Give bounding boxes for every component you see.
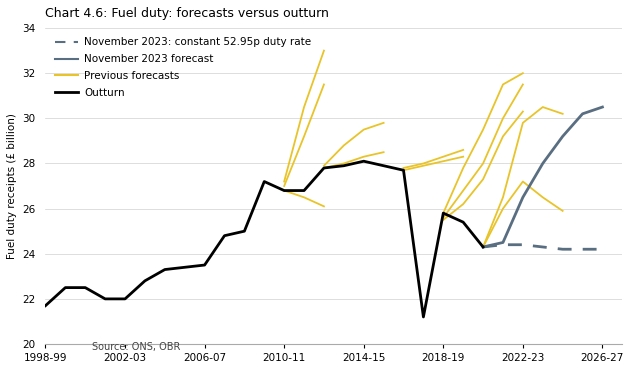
Text: Source: ONS, OBR: Source: ONS, OBR (92, 342, 180, 352)
Legend: November 2023: constant 52.95p duty rate, November 2023 forecast, Previous forec: November 2023: constant 52.95p duty rate… (51, 33, 315, 102)
Text: Chart 4.6: Fuel duty: forecasts versus outturn: Chart 4.6: Fuel duty: forecasts versus o… (46, 7, 329, 20)
Y-axis label: Fuel duty receipts (£ billion): Fuel duty receipts (£ billion) (7, 113, 17, 259)
